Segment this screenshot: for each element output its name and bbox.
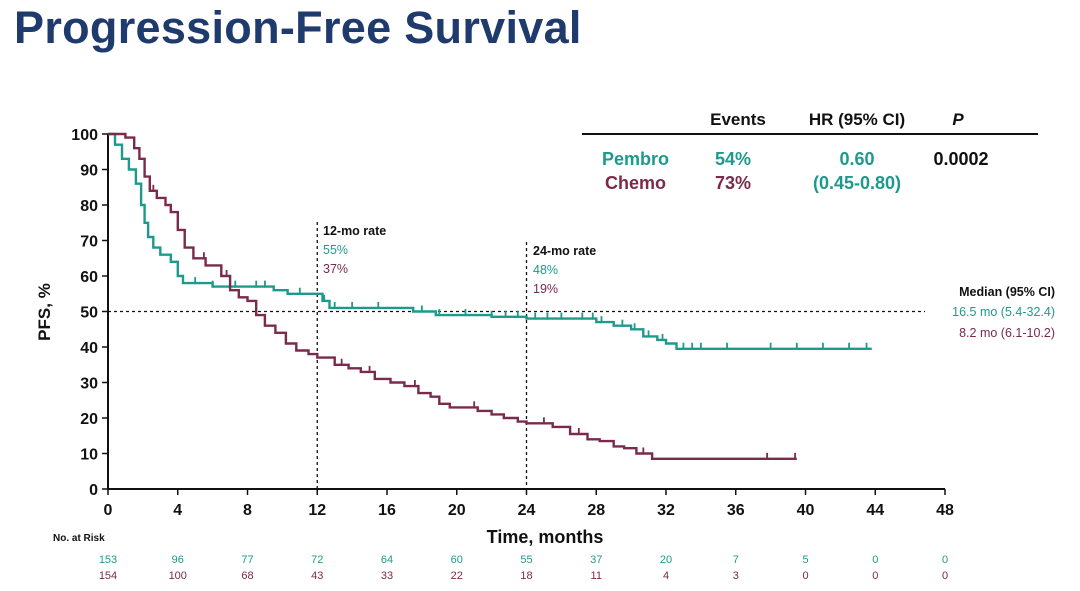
risk-pembro-value: 0	[942, 554, 948, 566]
risk-chemo-value: 4	[663, 570, 669, 582]
pembro-label: Pembro	[602, 149, 669, 169]
risk-pembro-value: 0	[872, 554, 878, 566]
risk-pembro-value: 72	[311, 554, 323, 566]
events-header: Events	[710, 110, 766, 129]
p-header: P	[952, 110, 964, 129]
risk-label: No. at Risk	[53, 533, 105, 544]
y-axis-title: PFS, %	[35, 283, 54, 341]
y-tick-label: 100	[71, 127, 98, 144]
hr-value: 0.60	[839, 149, 874, 169]
pembro-events: 54%	[715, 149, 751, 169]
rate12-pembro: 55%	[323, 243, 348, 257]
y-tick-label: 40	[80, 340, 98, 357]
x-tick-label: 24	[518, 502, 536, 519]
y-tick-label: 30	[80, 376, 98, 393]
risk-chemo-value: 22	[451, 570, 463, 582]
survival-curves	[108, 132, 872, 460]
x-tick-label: 16	[378, 502, 396, 519]
rate24-pembro: 48%	[533, 263, 558, 277]
risk-pembro-value: 64	[381, 554, 393, 566]
risk-chemo-value: 11	[591, 570, 602, 582]
risk-pembro-value: 5	[802, 554, 808, 566]
x-tick-label: 32	[657, 502, 675, 519]
x-tick-label: 0	[104, 502, 113, 519]
x-tick-label: 20	[448, 502, 466, 519]
y-tick-label: 10	[80, 447, 98, 464]
risk-chemo-value: 0	[802, 570, 808, 582]
risk-chemo-value: 0	[942, 570, 948, 582]
risk-chemo-value: 18	[520, 570, 532, 582]
risk-pembro-value: 153	[99, 554, 117, 566]
rate12-chemo: 37%	[323, 262, 348, 276]
rate12-label: 12-mo rate	[323, 224, 386, 238]
risk-chemo-value: 3	[733, 570, 739, 582]
slide-title: Progression-Free Survival	[14, 2, 582, 53]
x-tick-label: 36	[727, 502, 745, 519]
risk-pembro-value: 20	[660, 554, 672, 566]
x-axis-title: Time, months	[487, 527, 604, 547]
median-chemo: 8.2 mo (6.1-10.2)	[959, 326, 1055, 340]
x-tick-label: 8	[243, 502, 252, 519]
rate24-label: 24-mo rate	[533, 244, 596, 258]
risk-chemo-value: 33	[381, 570, 393, 582]
risk-chemo-value: 68	[241, 570, 253, 582]
risk-pembro-value: 77	[241, 554, 253, 566]
risk-chemo-value: 100	[169, 570, 187, 582]
chemo-label: Chemo	[605, 173, 666, 193]
y-tick-label: 50	[80, 305, 98, 322]
risk-chemo-value: 154	[99, 570, 117, 582]
risk-chemo-value: 0	[872, 570, 878, 582]
hr-header: HR (95% CI)	[809, 110, 905, 129]
y-tick-label: 60	[80, 269, 98, 286]
y-tick-label: 0	[89, 482, 98, 499]
median-pembro: 16.5 mo (5.4-32.4)	[952, 305, 1055, 319]
y-tick-label: 90	[80, 163, 98, 180]
y-tick-label: 20	[80, 411, 98, 428]
x-tick-label: 44	[866, 502, 884, 519]
p-value: 0.0002	[933, 149, 988, 169]
x-tick-label: 40	[797, 502, 815, 519]
risk-pembro-value: 7	[733, 554, 739, 566]
risk-pembro-value: 96	[172, 554, 184, 566]
reference-lines	[108, 222, 925, 489]
chemo-curve	[108, 132, 797, 460]
median-label: Median (95% CI)	[959, 285, 1055, 299]
risk-chemo-value: 43	[311, 570, 323, 582]
x-tick-label: 4	[173, 502, 182, 519]
risk-pembro-value: 60	[451, 554, 463, 566]
rate24-chemo: 19%	[533, 282, 558, 296]
risk-pembro-value: 55	[520, 554, 532, 566]
risk-pembro-value: 37	[590, 554, 602, 566]
y-tick-label: 80	[80, 198, 98, 215]
censor-marks	[152, 184, 868, 460]
pembro-curve	[108, 132, 872, 350]
x-tick-label: 28	[587, 502, 605, 519]
chemo-events: 73%	[715, 173, 751, 193]
y-tick-label: 70	[80, 234, 98, 251]
hr-ci: (0.45-0.80)	[813, 173, 901, 193]
x-tick-label: 12	[308, 502, 326, 519]
x-tick-label: 48	[936, 502, 954, 519]
